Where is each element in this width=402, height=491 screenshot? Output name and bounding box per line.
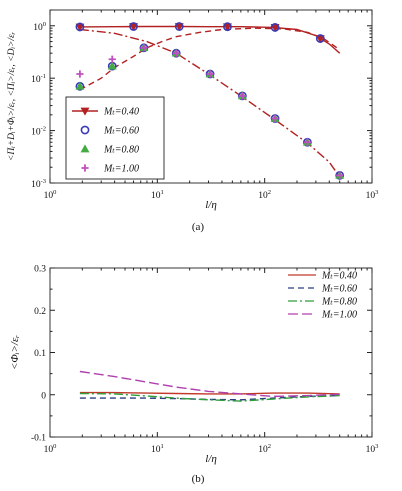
panel-a-legend-label: Mₜ=1.00 <box>103 164 139 175</box>
panel-a-x-tick-label-exp: 2 <box>268 189 271 196</box>
panel-a-y-tick-label: 10-2 <box>31 126 46 138</box>
panel-a-data-point-plus <box>206 70 214 78</box>
panel-a-data-point-plus <box>238 92 246 100</box>
panel-a-legend-marker <box>80 125 90 135</box>
panel-a-x-tick-label-exp: 3 <box>375 189 378 196</box>
panel-b-legend-label: Mₜ=0.60 <box>321 284 357 295</box>
panel-a-x-tick-label: 103 <box>366 189 379 201</box>
panel-a-data-point-plus <box>271 114 279 123</box>
panel-a-x-tick-label-base: 10 <box>366 191 376 201</box>
panel-a-data-point-plus <box>336 171 344 179</box>
panel-a-data-point-circle-open <box>315 34 325 43</box>
panel-b-y-axis-label: <Φᵢ>/εᵣ <box>9 335 21 370</box>
panel-a-data-point-circle-open <box>270 23 280 32</box>
panel-b-x-tick-label-exp: 3 <box>375 443 378 450</box>
panel-a-legend-label: Mₜ=0.80 <box>103 145 139 156</box>
panel-b-chart: 100 101 102 103-0.100.10.20.3l/η<Φᵢ>/εᵣ(b)M… <box>9 265 378 486</box>
panel-a-legend: Mₜ=0.40 Mₜ=0.60 Mₜ=0.80 Mₜ=1.00 <box>65 96 165 180</box>
panel-a-x-tick-label: 100 <box>44 189 57 201</box>
panel-a-x-tick-label-base: 10 <box>44 191 54 201</box>
panel-b-x-tick-label: 102 <box>258 443 271 455</box>
panel-a-x-tick-label: 102 <box>258 189 271 201</box>
panel-a-y-tick-label-exp: -3 <box>41 178 46 185</box>
panel-a-x-axis-label: l/η <box>205 199 217 211</box>
panel-a-x-tick-label-exp: 1 <box>160 189 163 196</box>
panel-a-y-axis-label: <Πᵢ+Dᵢ+Φᵢ>/εᵣ, <Πᵢ>/εᵣ, <Dᵢ>/εᵣ <box>7 32 17 161</box>
panel-a-caption: (a) <box>192 221 205 233</box>
panel-b-x-tick-label-base: 10 <box>44 445 54 455</box>
panel-a-data-point-plus <box>303 138 311 146</box>
panel-a-y-tick-label-base: 10 <box>31 128 41 138</box>
panel-b-x-tick-label-base: 10 <box>151 445 161 455</box>
panel-a-y-tick-label-base: 10 <box>33 23 43 33</box>
panel-a-y-tick-label-base: 10 <box>31 180 41 190</box>
panel-a-data-point-plus <box>140 44 148 52</box>
panel-b-x-axis-label: l/η <box>205 453 217 465</box>
panel-a-y-tick-label-exp: -2 <box>41 126 46 133</box>
panel-a-y-tick-label: 10-1 <box>31 73 46 85</box>
panel-b-y-tick-label: 0.1 <box>34 349 46 359</box>
panel-b-series-line-dash <box>79 394 340 401</box>
panel-b-x-tick-label: 100 <box>44 443 57 455</box>
panel-b-x-tick-label-exp: 2 <box>268 443 271 450</box>
panel-b-x-tick-label-base: 10 <box>258 445 268 455</box>
panel-a-chart: 100 101 102 10310-310-210-1100l/η<Πᵢ+Dᵢ+Φᵢ>… <box>7 9 379 233</box>
panel-b-legend: Mₜ=0.40 Mₜ=0.60 Mₜ=0.80 Mₜ=1.00 <box>288 271 357 321</box>
panel-a-y-tick-label: 100 <box>33 21 46 33</box>
panel-a-data-point-plus <box>172 49 180 57</box>
panel-b-legend-label: Mₜ=1.00 <box>321 310 357 321</box>
panel-a-legend-marker <box>80 107 90 116</box>
panel-a-plot-frame <box>49 9 373 184</box>
panel-a-x-tick-label-exp: 0 <box>53 189 56 196</box>
panel-b-x-tick-label-base: 10 <box>366 445 376 455</box>
panel-b-series-line-solid <box>79 391 340 395</box>
panel-b-series-line-longdash <box>79 370 340 398</box>
panel-b-caption: (b) <box>192 473 205 485</box>
panel-a-data-point-triangle-up <box>107 61 117 70</box>
panel-a-data-point-triangle-up <box>75 81 85 90</box>
panel-a-y-tick-label-exp: 0 <box>43 21 46 28</box>
panel-a-y-tick-label-exp: -1 <box>41 73 46 80</box>
panel-a-x-tick-label-base: 10 <box>258 191 268 201</box>
panel-a-legend-label: Mₜ=0.60 <box>103 126 139 137</box>
panel-a-x-tick-label-base: 10 <box>151 191 161 201</box>
panel-b-y-tick-label: -0.1 <box>31 434 46 444</box>
panel-a-data-point-circle-open <box>174 22 184 31</box>
panel-a-legend-marker <box>81 164 89 172</box>
panel-a-data-point-circle-open <box>223 22 232 32</box>
panel-a-data-point-plus <box>76 70 84 78</box>
panel-a-legend-marker <box>80 144 90 153</box>
panel-a-series-line-dash <box>79 27 341 91</box>
panel-b-legend-label: Mₜ=0.40 <box>321 271 357 282</box>
panel-a-data-point-circle-open <box>129 22 138 31</box>
panel-a-data-point-plus <box>108 55 116 63</box>
panel-a-x-tick-label: 101 <box>151 189 164 201</box>
panel-b-y-tick-label: 0 <box>41 391 46 401</box>
panel-a-series-line-dashdot <box>79 28 341 178</box>
panel-b-x-tick-label-exp: 1 <box>160 443 163 450</box>
panel-a-y-tick-label: 10-3 <box>31 178 46 190</box>
panel-b-legend-label: Mₜ=0.80 <box>321 297 357 308</box>
panel-b-series-line-dashdot <box>79 392 340 402</box>
panel-b-y-tick-label: 0.2 <box>34 307 46 317</box>
panel-a-data-point-circle-open <box>75 22 85 32</box>
panel-b-x-tick-label-exp: 0 <box>53 443 56 450</box>
panel-b-x-tick-label: 103 <box>366 443 379 455</box>
panel-a-y-tick-label-base: 10 <box>31 75 41 85</box>
panel-a-legend-label: Mₜ=0.40 <box>103 107 139 118</box>
panel-b-y-tick-label: 0.3 <box>34 265 46 275</box>
panel-b-x-tick-label: 101 <box>151 443 164 455</box>
